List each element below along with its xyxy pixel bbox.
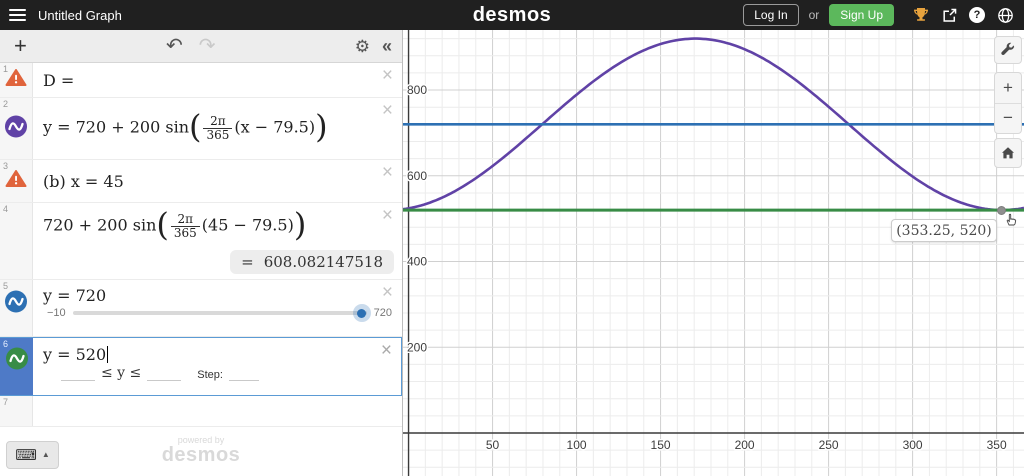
expression-gutter: 6 bbox=[0, 338, 33, 395]
text-cursor bbox=[107, 346, 109, 363]
row-number: 3 bbox=[3, 161, 9, 171]
slider-lower-bound-input[interactable] bbox=[61, 368, 95, 381]
slider-min-label[interactable]: −10 bbox=[47, 307, 66, 319]
slider-upper-bound-input[interactable] bbox=[147, 368, 182, 381]
redo-icon[interactable]: ↷ bbox=[198, 35, 216, 57]
graph-title[interactable]: Untitled Graph bbox=[38, 7, 122, 23]
expression-text[interactable]: (b) x = 45 bbox=[43, 171, 124, 191]
expression-text[interactable]: y = 720 bbox=[43, 286, 107, 305]
keyboard-icon: ⌨ bbox=[15, 446, 37, 464]
expression-row[interactable]: 5 y = 720 −10 720 × bbox=[0, 280, 402, 337]
expression-gutter: 1 bbox=[0, 63, 33, 97]
expression-gutter: 7 bbox=[0, 396, 33, 426]
slider-handle[interactable] bbox=[352, 304, 371, 322]
svg-text:400: 400 bbox=[407, 255, 427, 269]
row-number: 6 bbox=[3, 339, 9, 349]
zoom-in-button[interactable]: + bbox=[995, 73, 1021, 104]
zoom-out-button[interactable]: − bbox=[1003, 108, 1013, 128]
show-keyboard-button[interactable]: ⌨ ▲ bbox=[6, 441, 59, 469]
graph-canvas[interactable]: 50 100 150 200 250 300 350 200 400 600 800 bbox=[403, 30, 1024, 476]
expression-gutter: 5 bbox=[0, 280, 33, 336]
close-icon[interactable]: × bbox=[381, 100, 393, 121]
expression-toolbar: + ↶ ↷ ⚙ « bbox=[0, 30, 402, 63]
expression-text[interactable]: 720 + 200 sin(2π 365 (45 − 79.5)) bbox=[43, 205, 307, 244]
expression-row[interactable]: 3 (b) x = 45 × bbox=[0, 160, 402, 203]
slider-max-label[interactable]: 720 bbox=[373, 307, 392, 319]
trophy-icon[interactable] bbox=[912, 6, 930, 24]
row-number: 1 bbox=[3, 64, 9, 74]
curve-color-icon-blue[interactable] bbox=[4, 289, 28, 318]
slider-step-input[interactable] bbox=[228, 368, 259, 381]
close-icon[interactable]: × bbox=[380, 340, 392, 361]
graph-settings-wrench-button[interactable] bbox=[994, 36, 1022, 64]
caret-up-icon: ▲ bbox=[41, 450, 50, 459]
zoom-controls: + − bbox=[994, 72, 1022, 134]
help-icon[interactable]: ? bbox=[968, 6, 986, 24]
language-globe-icon[interactable] bbox=[996, 6, 1014, 24]
point-coordinates-label: (353.25, 520) bbox=[891, 219, 997, 242]
add-expression-button[interactable]: + bbox=[14, 33, 27, 58]
expression-gutter: 2 bbox=[0, 98, 33, 159]
login-button[interactable]: Log In bbox=[743, 4, 799, 26]
row-number: 7 bbox=[3, 397, 9, 407]
svg-text:200: 200 bbox=[735, 438, 755, 452]
expression-row-selected[interactable]: 6 y = 520 ≤ y ≤ Step: × bbox=[0, 337, 402, 396]
svg-text:250: 250 bbox=[819, 438, 839, 452]
svg-text:150: 150 bbox=[651, 438, 671, 452]
signup-button[interactable]: Sign Up bbox=[829, 4, 894, 26]
bounds-label: ≤ y ≤ bbox=[101, 365, 142, 381]
close-icon[interactable]: × bbox=[381, 162, 393, 183]
expression-input-active[interactable]: y = 520 bbox=[43, 345, 109, 364]
graph-paper[interactable]: 50 100 150 200 250 300 350 200 400 600 800 (353.25… bbox=[403, 30, 1024, 476]
svg-text:50: 50 bbox=[486, 438, 500, 452]
collapse-panel-button[interactable]: « bbox=[381, 36, 392, 56]
expression-row-empty[interactable]: 7 bbox=[0, 396, 402, 427]
undo-icon[interactable]: ↶ bbox=[166, 35, 183, 57]
svg-text:800: 800 bbox=[407, 83, 427, 97]
expression-text[interactable]: D = bbox=[43, 70, 75, 90]
close-icon[interactable]: × bbox=[381, 205, 393, 226]
expression-row[interactable]: 4 720 + 200 sin(2π 365 (45 − 79.5)) = 608.0… bbox=[0, 203, 402, 280]
svg-text:600: 600 bbox=[407, 169, 427, 183]
highlighted-point[interactable] bbox=[997, 205, 1006, 215]
svg-text:350: 350 bbox=[987, 438, 1007, 452]
expression-gutter: 3 bbox=[0, 160, 33, 202]
svg-text:300: 300 bbox=[903, 438, 923, 452]
evaluation-result: = 608.082147518 bbox=[230, 250, 394, 274]
close-icon[interactable]: × bbox=[381, 65, 393, 86]
share-icon[interactable] bbox=[940, 6, 958, 24]
warning-icon[interactable] bbox=[5, 68, 27, 92]
wrench-icon bbox=[1001, 42, 1015, 55]
curve-color-icon-purple[interactable] bbox=[4, 114, 28, 143]
row-number: 5 bbox=[3, 281, 9, 291]
home-icon bbox=[1002, 147, 1014, 159]
powered-by-watermark: powered by desmos bbox=[161, 435, 241, 466]
row-number: 4 bbox=[3, 204, 9, 214]
top-header: Untitled Graph desmos Log In or Sign Up … bbox=[0, 0, 1024, 30]
svg-text:200: 200 bbox=[407, 340, 427, 354]
curve-color-icon-green[interactable] bbox=[5, 346, 29, 375]
expression-gutter: 4 bbox=[0, 203, 33, 279]
expression-row[interactable]: 1 D = × bbox=[0, 63, 402, 98]
step-label: Step: bbox=[197, 369, 223, 381]
expression-panel: + ↶ ↷ ⚙ « 1 D = × 2 bbox=[0, 30, 403, 476]
or-label: or bbox=[808, 8, 820, 22]
edit-list-gear-icon[interactable]: ⚙ bbox=[354, 36, 370, 56]
warning-icon[interactable] bbox=[5, 169, 27, 193]
default-viewport-home-button[interactable] bbox=[994, 138, 1022, 168]
close-icon[interactable]: × bbox=[381, 282, 393, 303]
main-menu-icon[interactable] bbox=[9, 9, 26, 21]
row-number: 2 bbox=[3, 99, 9, 109]
slider-track[interactable] bbox=[72, 304, 371, 322]
svg-text:100: 100 bbox=[567, 438, 587, 452]
expression-row[interactable]: 2 y = 720 + 200 sin(2π 365 (x − 79.5)) × bbox=[0, 98, 402, 160]
expression-text[interactable]: y = 720 + 200 sin(2π 365 (x − 79.5)) bbox=[43, 107, 328, 146]
